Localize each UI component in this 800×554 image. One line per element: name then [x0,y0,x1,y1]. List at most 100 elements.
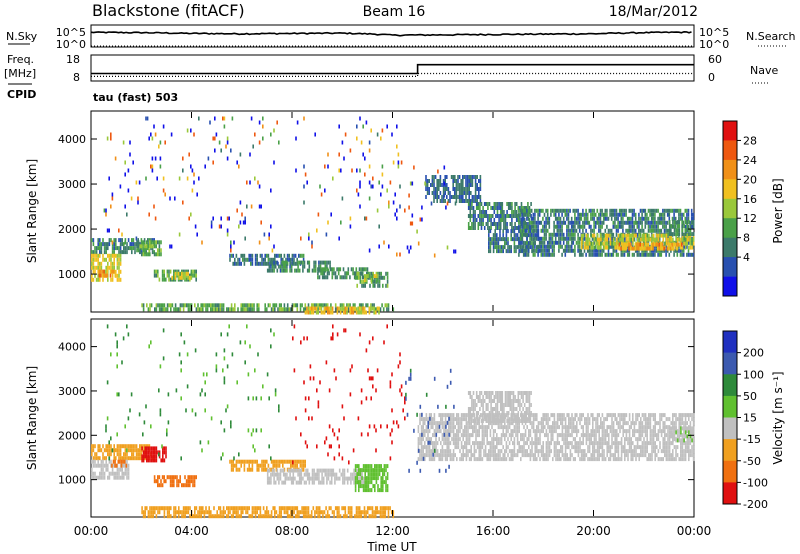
scatter-cell [506,222,508,226]
scatter-cell [451,417,453,422]
scatter-cell [135,444,138,449]
scatter-cell [601,241,604,246]
scatter-cell [144,248,146,253]
scatter-cell [169,277,172,282]
scatter-cell [512,457,514,462]
scatter-cell [258,463,260,468]
scatter-cell [545,429,548,434]
scatter-cell [266,480,269,485]
scatter-cell [316,468,319,473]
scatter-cell [386,476,389,481]
scatter-cell [369,488,371,493]
scatter-cell [470,175,472,179]
scatter-cell [346,480,349,485]
scatter-cell [679,212,682,217]
scatter-cell [525,206,528,210]
scatter-cell [304,459,306,464]
scatter-cell [168,510,170,515]
scatter-cell [505,441,508,446]
scatter-cell [571,425,573,430]
scatter-cell [475,417,477,422]
scatter-cell [165,454,167,459]
scatter-cell [356,480,358,485]
scatter-cell [554,208,557,213]
scatter-cell [327,468,330,473]
scatter-cell [464,417,466,422]
scatter-cell [386,275,389,280]
scatter-cell [527,216,530,221]
scatter-cell [647,220,650,225]
scatter-cell [200,510,202,515]
scatter-cell [488,249,490,254]
colorbar-tick-label: 28 [743,134,757,147]
scatter-cell [334,476,336,481]
scatter-cell [662,220,664,225]
scatter-cell [615,212,618,217]
scatter-cell [150,132,152,137]
scatter-cell [666,232,669,237]
scatter-cell [226,514,228,519]
scatter-cell [195,277,197,282]
scatter-cell [480,226,483,230]
scatter-cell [654,224,656,229]
scatter-cell [494,437,496,442]
scatter-cell [521,437,524,442]
scatter-cell [484,449,487,454]
scatter-cell [280,257,282,262]
scatter-cell [195,269,197,274]
scatter-cell [158,510,161,515]
scatter-cell [455,187,458,191]
scatter-cell [91,257,93,262]
scatter-cell [377,464,379,469]
scatter-cell [116,467,119,472]
scatter-cell [572,437,575,442]
scatter-cell [571,445,573,450]
scatter-cell [328,271,330,276]
scatter-cell [458,175,461,179]
scatter-cell [443,437,445,442]
scatter-cell [467,226,470,230]
scatter-cell [444,417,447,422]
scatter-cell [181,483,183,488]
scatter-cell [454,195,456,199]
scatter-cell [546,212,549,217]
scatter-cell [166,514,169,519]
noise-right-tick-bottom: 10^0 [699,38,729,51]
scatter-cell [446,429,448,434]
scatter-cell [114,156,117,161]
scatter-cell [149,510,151,515]
scatter-cell [481,437,484,442]
scatter-cell [609,237,612,242]
scatter-cell [625,242,627,247]
scatter-cell [92,456,95,461]
scatter-cell [392,200,395,205]
scatter-cell [546,216,549,221]
scatter-cell [344,310,347,315]
scatter-cell [564,441,567,446]
scatter-cell [518,429,520,434]
scatter-cell [441,457,444,462]
scatter-cell [496,206,499,210]
scatter-cell [406,245,409,250]
scatter-cell [123,471,125,476]
scatter-cell [499,457,501,462]
scatter-cell [538,212,541,217]
scatter-cell [545,421,548,426]
scatter-cell [118,253,120,258]
scatter-cell [488,449,490,454]
scatter-cell [520,449,522,454]
scatter-cell [566,228,568,233]
scatter-cell [518,208,520,213]
scatter-cell [532,248,535,253]
scatter-cell [294,268,296,273]
scatter-cell [143,444,146,449]
scatter-cell [511,214,513,218]
scatter-cell [457,413,460,418]
scatter-cell [454,191,456,195]
scatter-cell [512,421,514,426]
nave-label: Nave [750,64,778,77]
scatter-cell [579,449,581,454]
scatter-cell [355,514,358,519]
scatter-cell [258,514,260,519]
scatter-cell [536,433,538,438]
